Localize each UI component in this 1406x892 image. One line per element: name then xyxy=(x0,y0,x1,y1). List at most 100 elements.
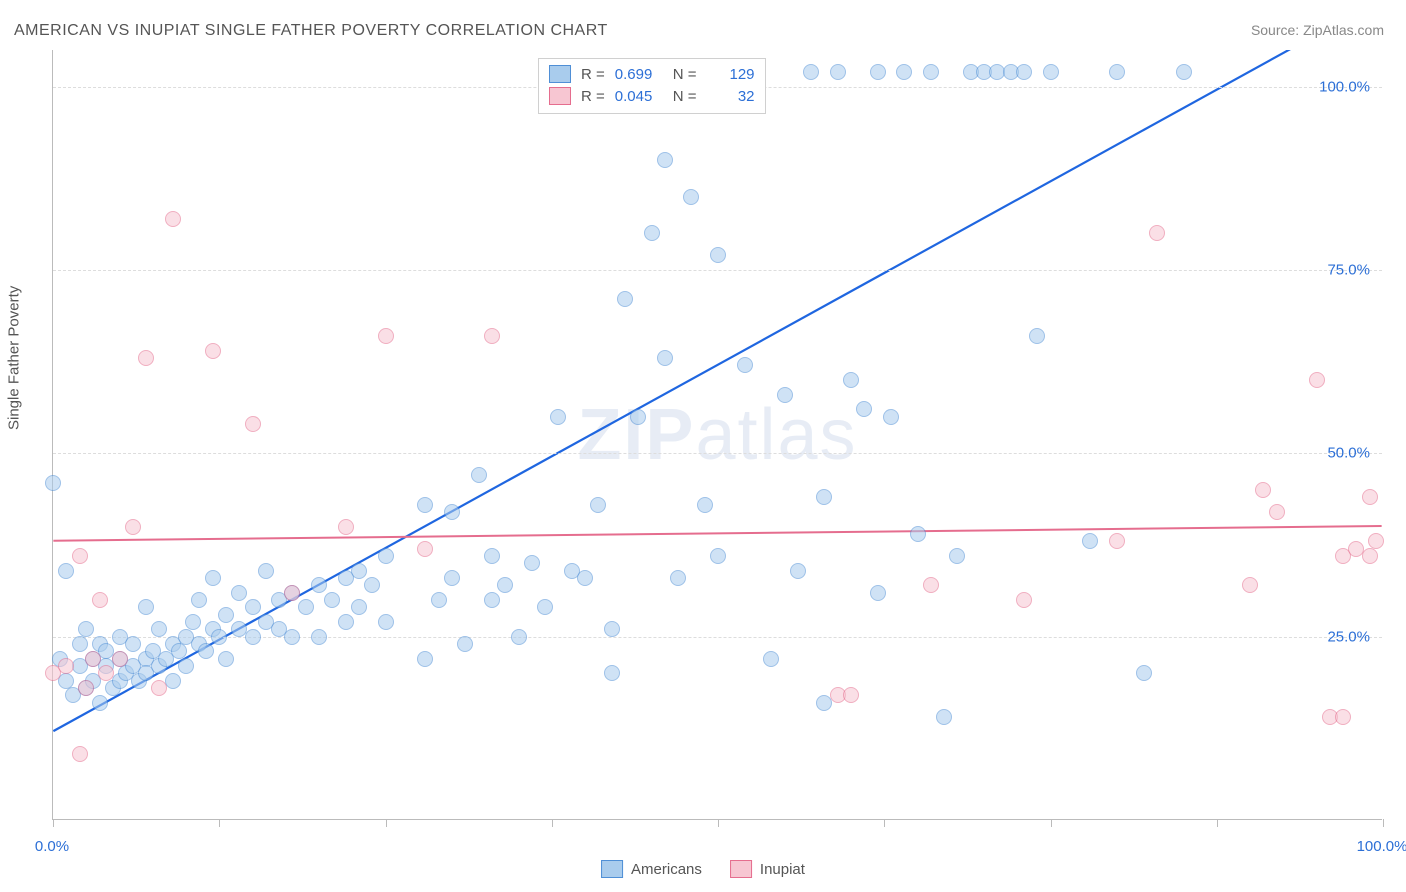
scatter-point xyxy=(378,614,394,630)
scatter-point xyxy=(923,577,939,593)
scatter-point xyxy=(178,658,194,674)
scatter-point xyxy=(72,746,88,762)
scatter-point xyxy=(816,489,832,505)
scatter-point xyxy=(92,695,108,711)
scatter-point xyxy=(1255,482,1271,498)
legend-item: Inupiat xyxy=(730,860,805,878)
legend-swatch xyxy=(549,65,571,83)
x-tick xyxy=(219,819,220,827)
scatter-point xyxy=(72,548,88,564)
scatter-point xyxy=(205,570,221,586)
gridline xyxy=(53,270,1382,271)
scatter-point xyxy=(311,629,327,645)
scatter-point xyxy=(697,497,713,513)
scatter-point xyxy=(923,64,939,80)
source-attribution: Source: ZipAtlas.com xyxy=(1251,22,1384,38)
trend-line xyxy=(53,526,1381,541)
scatter-point xyxy=(218,607,234,623)
scatter-point xyxy=(92,592,108,608)
scatter-point xyxy=(364,577,380,593)
scatter-point xyxy=(1016,64,1032,80)
scatter-point xyxy=(417,651,433,667)
r-value: 0.699 xyxy=(615,66,663,83)
legend-swatch xyxy=(730,860,752,878)
scatter-point xyxy=(896,64,912,80)
scatter-point xyxy=(444,570,460,586)
watermark: ZIPatlas xyxy=(577,394,857,476)
scatter-point xyxy=(604,621,620,637)
scatter-point xyxy=(165,211,181,227)
scatter-point xyxy=(378,548,394,564)
plot-area: ZIPatlas 25.0% 50.0% 75.0% 100.0% xyxy=(52,50,1382,820)
scatter-point xyxy=(138,350,154,366)
trend-lines-layer xyxy=(53,50,1382,819)
scatter-point xyxy=(1109,64,1125,80)
scatter-point xyxy=(524,555,540,571)
scatter-point xyxy=(936,709,952,725)
bottom-legend: Americans Inupiat xyxy=(601,860,805,878)
scatter-point xyxy=(1176,64,1192,80)
scatter-point xyxy=(484,592,500,608)
scatter-point xyxy=(843,372,859,388)
scatter-point xyxy=(378,328,394,344)
scatter-point xyxy=(577,570,593,586)
legend-label: Inupiat xyxy=(760,861,805,878)
y-axis-label: Single Father Poverty xyxy=(6,286,23,430)
y-tick-label: 50.0% xyxy=(1327,445,1370,462)
scatter-point xyxy=(338,519,354,535)
y-tick-label: 25.0% xyxy=(1327,628,1370,645)
scatter-point xyxy=(245,416,261,432)
scatter-point xyxy=(657,350,673,366)
legend-swatch xyxy=(549,87,571,105)
stats-legend-box: R =0.699N =129R =0.045N =32 xyxy=(538,58,766,114)
scatter-point xyxy=(245,629,261,645)
scatter-point xyxy=(98,665,114,681)
x-tick-label: 0.0% xyxy=(35,838,69,855)
scatter-point xyxy=(843,687,859,703)
x-tick xyxy=(718,819,719,827)
n-value: 129 xyxy=(707,66,755,83)
scatter-point xyxy=(830,64,846,80)
scatter-point xyxy=(324,592,340,608)
y-tick-label: 75.0% xyxy=(1327,262,1370,279)
scatter-point xyxy=(1362,548,1378,564)
scatter-point xyxy=(351,563,367,579)
scatter-point xyxy=(298,599,314,615)
scatter-point xyxy=(78,621,94,637)
gridline xyxy=(53,453,1382,454)
scatter-point xyxy=(537,599,553,615)
x-tick xyxy=(1217,819,1218,827)
scatter-point xyxy=(497,577,513,593)
scatter-point xyxy=(777,387,793,403)
x-tick xyxy=(1051,819,1052,827)
scatter-point xyxy=(151,680,167,696)
scatter-point xyxy=(910,526,926,542)
x-tick xyxy=(552,819,553,827)
scatter-point xyxy=(710,247,726,263)
watermark-bold: ZIP xyxy=(577,395,695,475)
scatter-point xyxy=(1362,489,1378,505)
x-tick xyxy=(884,819,885,827)
scatter-point xyxy=(763,651,779,667)
x-tick xyxy=(386,819,387,827)
scatter-point xyxy=(484,548,500,564)
scatter-point xyxy=(1043,64,1059,80)
scatter-point xyxy=(590,497,606,513)
scatter-point xyxy=(245,599,261,615)
x-tick xyxy=(53,819,54,827)
legend-swatch xyxy=(601,860,623,878)
scatter-point xyxy=(231,585,247,601)
scatter-point xyxy=(72,636,88,652)
scatter-point xyxy=(284,585,300,601)
y-tick-label: 100.0% xyxy=(1319,78,1370,95)
scatter-point xyxy=(1309,372,1325,388)
scatter-point xyxy=(171,643,187,659)
scatter-point xyxy=(205,343,221,359)
scatter-point xyxy=(417,541,433,557)
scatter-point xyxy=(683,189,699,205)
scatter-point xyxy=(191,592,207,608)
scatter-point xyxy=(138,599,154,615)
legend-label: Americans xyxy=(631,861,702,878)
scatter-point xyxy=(1149,225,1165,241)
scatter-point xyxy=(737,357,753,373)
